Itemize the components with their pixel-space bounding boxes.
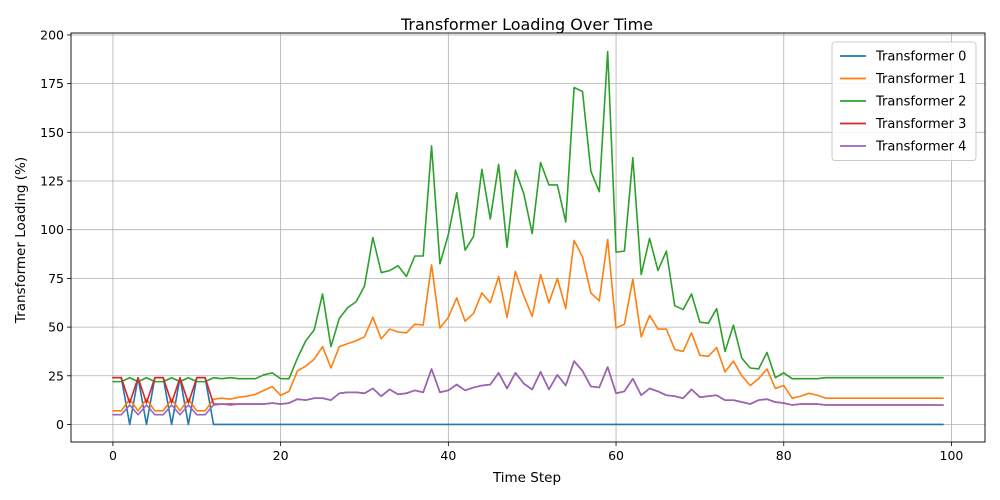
legend-label: Transformer 4 bbox=[875, 140, 966, 155]
x-tick-label: 20 bbox=[273, 448, 289, 463]
x-tick-label: 40 bbox=[440, 448, 456, 463]
y-tick-label: 25 bbox=[48, 368, 64, 383]
legend-label: Transformer 1 bbox=[875, 72, 966, 87]
series-line-transformer-2 bbox=[112, 50, 944, 383]
y-tick-label: 200 bbox=[40, 27, 64, 42]
series-line-transformer-0 bbox=[112, 376, 944, 426]
series-layer bbox=[112, 50, 944, 426]
legend-label: Transformer 2 bbox=[875, 95, 966, 110]
plot-frame bbox=[70, 32, 986, 443]
series-line-transformer-4 bbox=[112, 360, 944, 416]
legend-label: Transformer 0 bbox=[875, 50, 966, 65]
y-axis-label: Transformer Loading (%) bbox=[13, 157, 29, 324]
x-tick-label: 80 bbox=[776, 448, 792, 463]
y-tick-label: 175 bbox=[40, 76, 64, 91]
tick-layer: 0 20 40 60 80 100 0 25 50 75 100 125 150 175 200 bbox=[40, 27, 963, 463]
series-line-transformer-1 bbox=[112, 238, 944, 412]
y-tick-label: 125 bbox=[40, 174, 64, 189]
y-tick-label: 150 bbox=[40, 125, 64, 140]
chart-title: Transformer Loading Over Time bbox=[400, 15, 653, 34]
y-tick-label: 50 bbox=[48, 320, 64, 335]
grid-layer bbox=[71, 33, 985, 442]
legend-box bbox=[831, 41, 977, 161]
x-tick-label: 100 bbox=[940, 448, 964, 463]
legend-label: Transformer 3 bbox=[875, 117, 966, 132]
x-axis-label: Time Step bbox=[492, 470, 561, 486]
x-tick-label: 60 bbox=[608, 448, 624, 463]
y-tick-label: 100 bbox=[40, 222, 64, 237]
x-tick-label: 0 bbox=[109, 448, 117, 463]
legend: Transformer 0 Transformer 1 Transformer 2 T… bbox=[831, 41, 977, 161]
y-tick-label: 75 bbox=[48, 271, 64, 286]
y-tick-label: 0 bbox=[56, 417, 64, 432]
